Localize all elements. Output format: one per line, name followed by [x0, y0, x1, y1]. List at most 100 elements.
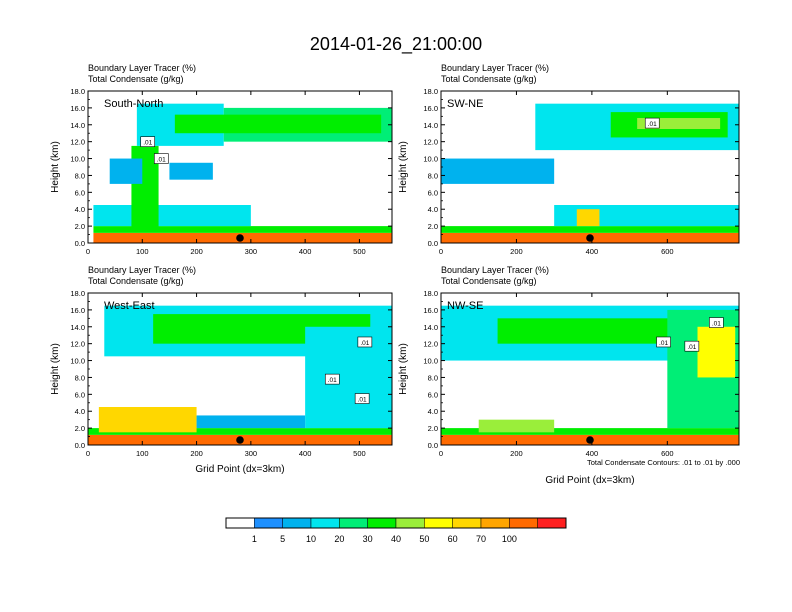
colorbar-box	[424, 517, 453, 529]
field-band	[576, 209, 600, 227]
y-tick-label: 0.0	[75, 441, 85, 450]
colorbar-box	[310, 517, 340, 529]
panel-nw-se: Boundary Layer Tracer (%) Total Condensa…	[398, 265, 740, 458]
panel-subtitle-1: Boundary Layer Tracer (%)	[441, 63, 549, 73]
y-tick-label: 16.0	[423, 306, 438, 315]
contour-footnote: Total Condensate Contours: .01 to .01 by…	[587, 458, 740, 467]
y-tick-label: 6.0	[428, 390, 438, 399]
field-band	[441, 226, 739, 233]
panel-label: SW-NE	[447, 98, 483, 110]
contour-label: .01	[358, 397, 367, 404]
main-title: 2014-01-26_21:00:00	[310, 34, 482, 55]
colorbar-label: 1	[252, 534, 257, 544]
colorbar: 1 5 10 20 30 40 50 60 70 100	[225, 517, 567, 544]
panel-subtitle-1: Boundary Layer Tracer (%)	[88, 265, 196, 275]
contour-label: .01	[687, 344, 696, 351]
y-axis-label: Height (km)	[50, 343, 61, 395]
colorbar-label: 50	[419, 534, 429, 544]
contour-label: .01	[157, 157, 166, 164]
colorbar-box	[367, 517, 397, 529]
y-tick-label: 18.0	[70, 87, 85, 96]
colorbar-label: 40	[391, 534, 401, 544]
field-layer	[93, 103, 392, 243]
field-band	[637, 118, 721, 129]
field-band	[93, 205, 251, 227]
x-axis-label: Grid Point (dx=3km)	[195, 464, 284, 475]
colorbar-label: 30	[363, 534, 373, 544]
field-layer	[441, 305, 739, 445]
y-tick-label: 6.0	[428, 188, 438, 197]
x-tick-label: 200	[190, 449, 203, 458]
x-tick-label: 600	[661, 247, 674, 256]
y-tick-label: 0.0	[428, 441, 438, 450]
y-tick-label: 12.0	[70, 138, 85, 147]
field-layer	[441, 103, 739, 243]
y-tick-label: 10.0	[70, 155, 85, 164]
y-tick-label: 6.0	[75, 188, 85, 197]
y-tick-label: 0.0	[75, 239, 85, 248]
field-band	[93, 226, 392, 233]
y-tick-label: 0.0	[428, 239, 438, 248]
colorbar-box	[339, 517, 368, 529]
y-tick-label: 4.0	[428, 407, 438, 416]
y-tick-label: 10.0	[423, 357, 438, 366]
panel-subtitle-2: Total Condensate (g/kg)	[441, 74, 537, 84]
x-tick-label: 0	[439, 247, 443, 256]
y-tick-label: 18.0	[70, 289, 85, 298]
field-band	[441, 428, 739, 435]
contour-label: .01	[360, 340, 369, 347]
y-tick-label: 2.0	[75, 222, 85, 231]
colorbar-frame	[225, 517, 567, 529]
contour-label: .01	[328, 377, 337, 384]
panel-subtitle-1: Boundary Layer Tracer (%)	[88, 63, 196, 73]
y-tick-label: 8.0	[75, 171, 85, 180]
x-tick-label: 400	[586, 247, 599, 256]
x-tick-label: 300	[245, 247, 258, 256]
y-tick-label: 8.0	[428, 373, 438, 382]
colorbar-box	[537, 517, 567, 529]
x-tick-label: 500	[353, 449, 366, 458]
contour-label: .01	[659, 340, 668, 347]
field-band	[478, 419, 555, 433]
y-tick-label: 12.0	[423, 138, 438, 147]
axes-layer: 0.0 2.0 4.0 6.0 8.0 10.0 12.0 14.0 16.0 18.0 0 100 2…	[70, 289, 392, 458]
field-band	[697, 326, 736, 378]
colorbar-label: 60	[448, 534, 458, 544]
colorbar-label: 70	[476, 534, 486, 544]
colorbar-box	[480, 517, 510, 529]
y-tick-label: 2.0	[428, 424, 438, 433]
contour-label: .01	[143, 140, 152, 147]
y-tick-label: 4.0	[75, 205, 85, 214]
x-tick-label: 200	[510, 449, 523, 458]
colorbar-box	[282, 517, 312, 529]
axes-layer: 0.0 2.0 4.0 6.0 8.0 10.0 12.0 14.0 16.0 18.0 0 200 4…	[423, 87, 739, 256]
colorbar-label: 10	[306, 534, 316, 544]
x-tick-label: 0	[439, 449, 443, 458]
colorbar-box	[225, 517, 255, 529]
shared-x-axis-label: Grid Point (dx=3km)	[545, 475, 634, 486]
y-axis-label: Height (km)	[398, 141, 409, 193]
y-tick-label: 18.0	[423, 289, 438, 298]
contour-label-box	[324, 373, 340, 385]
contour-label-box	[656, 336, 671, 348]
contour-label-box	[644, 117, 660, 129]
contour-label-box	[354, 393, 370, 404]
contour-label-box	[357, 336, 373, 348]
location-marker	[236, 234, 244, 242]
x-tick-label: 0	[86, 247, 90, 256]
y-tick-label: 8.0	[75, 373, 85, 382]
panel-sw-ne: Boundary Layer Tracer (%) Total Condensa…	[398, 63, 740, 256]
y-axis-label: Height (km)	[398, 343, 409, 395]
x-tick-label: 400	[299, 247, 312, 256]
panel-west-east: Boundary Layer Tracer (%) Total Condensa…	[50, 265, 393, 475]
colorbar-label: 20	[334, 534, 344, 544]
y-tick-label: 12.0	[423, 340, 438, 349]
y-tick-label: 14.0	[423, 121, 438, 130]
x-tick-label: 100	[136, 247, 149, 256]
y-tick-label: 6.0	[75, 390, 85, 399]
panel-label: West-East	[104, 300, 155, 312]
contour-label: .01	[648, 121, 657, 128]
panel-south-north: Boundary Layer Tracer (%) Total Condensa…	[50, 63, 393, 256]
y-tick-label: 10.0	[423, 155, 438, 164]
